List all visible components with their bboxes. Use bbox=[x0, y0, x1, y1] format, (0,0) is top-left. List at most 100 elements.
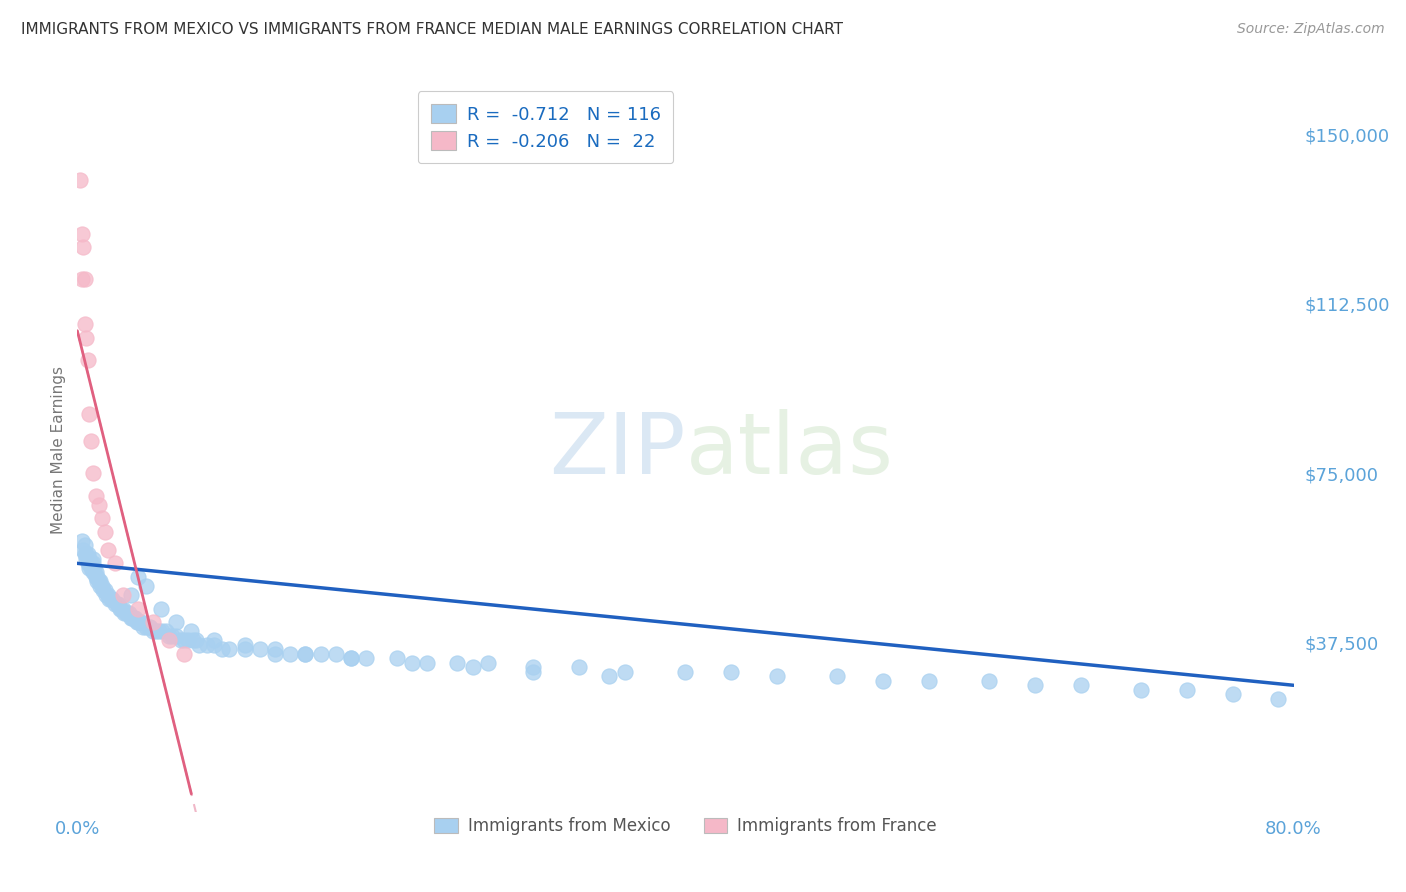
Point bbox=[84, 566, 107, 580]
Point bbox=[98, 592, 121, 607]
Point bbox=[202, 633, 225, 648]
Point bbox=[309, 647, 332, 661]
Point bbox=[165, 629, 187, 643]
Point bbox=[1024, 678, 1046, 692]
Point bbox=[104, 597, 127, 611]
Point bbox=[522, 660, 544, 674]
Point bbox=[72, 542, 94, 557]
Point bbox=[139, 619, 162, 633]
Point bbox=[105, 597, 128, 611]
Point bbox=[125, 615, 148, 629]
Point bbox=[765, 669, 787, 683]
Point bbox=[82, 566, 104, 580]
Point bbox=[80, 561, 103, 575]
Point bbox=[325, 647, 347, 661]
Point bbox=[79, 407, 101, 421]
Point bbox=[70, 272, 93, 286]
Point bbox=[73, 272, 96, 286]
Point bbox=[416, 656, 439, 670]
Point bbox=[598, 669, 620, 683]
Point bbox=[165, 615, 187, 629]
Point bbox=[827, 669, 849, 683]
Point bbox=[170, 633, 193, 648]
Point bbox=[1175, 682, 1198, 697]
Point bbox=[613, 665, 636, 679]
Point bbox=[77, 547, 100, 561]
Point bbox=[918, 673, 941, 688]
Point bbox=[82, 466, 104, 480]
Point bbox=[477, 656, 499, 670]
Point bbox=[131, 619, 153, 633]
Point bbox=[127, 570, 149, 584]
Point bbox=[97, 588, 120, 602]
Point bbox=[100, 592, 122, 607]
Point bbox=[294, 647, 316, 661]
Point bbox=[979, 673, 1001, 688]
Point bbox=[127, 601, 149, 615]
Point bbox=[188, 638, 211, 652]
Point bbox=[79, 551, 101, 566]
Point bbox=[522, 665, 544, 679]
Point bbox=[294, 647, 316, 661]
Point bbox=[97, 542, 120, 557]
Point bbox=[354, 651, 377, 665]
Point bbox=[157, 633, 180, 648]
Text: atlas: atlas bbox=[686, 409, 893, 492]
Point bbox=[120, 610, 142, 624]
Point bbox=[385, 651, 408, 665]
Point bbox=[128, 615, 150, 629]
Point bbox=[202, 638, 225, 652]
Point bbox=[87, 574, 110, 589]
Point bbox=[173, 647, 195, 661]
Point bbox=[340, 651, 363, 665]
Point bbox=[233, 638, 256, 652]
Point bbox=[180, 624, 202, 639]
Point bbox=[107, 597, 129, 611]
Point bbox=[127, 615, 149, 629]
Point bbox=[461, 660, 484, 674]
Point bbox=[111, 601, 134, 615]
Point bbox=[69, 172, 91, 186]
Point bbox=[264, 647, 287, 661]
Text: IMMIGRANTS FROM MEXICO VS IMMIGRANTS FROM FRANCE MEDIAN MALE EARNINGS CORRELATIO: IMMIGRANTS FROM MEXICO VS IMMIGRANTS FRO… bbox=[21, 22, 844, 37]
Point bbox=[181, 633, 204, 648]
Point bbox=[101, 592, 124, 607]
Point bbox=[145, 624, 167, 639]
Point bbox=[80, 434, 103, 449]
Legend: Immigrants from Mexico, Immigrants from France: Immigrants from Mexico, Immigrants from … bbox=[426, 808, 945, 843]
Point bbox=[90, 511, 112, 525]
Point bbox=[115, 606, 138, 620]
Point bbox=[73, 547, 96, 561]
Point bbox=[75, 551, 97, 566]
Point bbox=[72, 240, 94, 254]
Point bbox=[1267, 691, 1289, 706]
Point bbox=[82, 557, 104, 571]
Text: ZIP: ZIP bbox=[548, 409, 686, 492]
Point bbox=[211, 642, 233, 657]
Point bbox=[89, 579, 111, 593]
Point bbox=[195, 638, 218, 652]
Point bbox=[70, 227, 93, 241]
Point bbox=[142, 615, 165, 629]
Point bbox=[157, 629, 180, 643]
Point bbox=[675, 665, 697, 679]
Point bbox=[90, 579, 112, 593]
Point bbox=[84, 570, 107, 584]
Point bbox=[111, 588, 134, 602]
Point bbox=[264, 642, 287, 657]
Point bbox=[89, 574, 111, 589]
Point bbox=[104, 557, 127, 571]
Point bbox=[1070, 678, 1092, 692]
Point bbox=[568, 660, 591, 674]
Point bbox=[122, 610, 145, 624]
Point bbox=[124, 610, 146, 624]
Point bbox=[149, 601, 172, 615]
Point bbox=[93, 524, 115, 539]
Point bbox=[75, 330, 97, 344]
Point bbox=[1222, 687, 1244, 701]
Point bbox=[142, 624, 165, 639]
Point bbox=[86, 570, 108, 584]
Y-axis label: Median Male Earnings: Median Male Earnings bbox=[51, 367, 66, 534]
Point bbox=[83, 561, 105, 575]
Point bbox=[77, 353, 100, 368]
